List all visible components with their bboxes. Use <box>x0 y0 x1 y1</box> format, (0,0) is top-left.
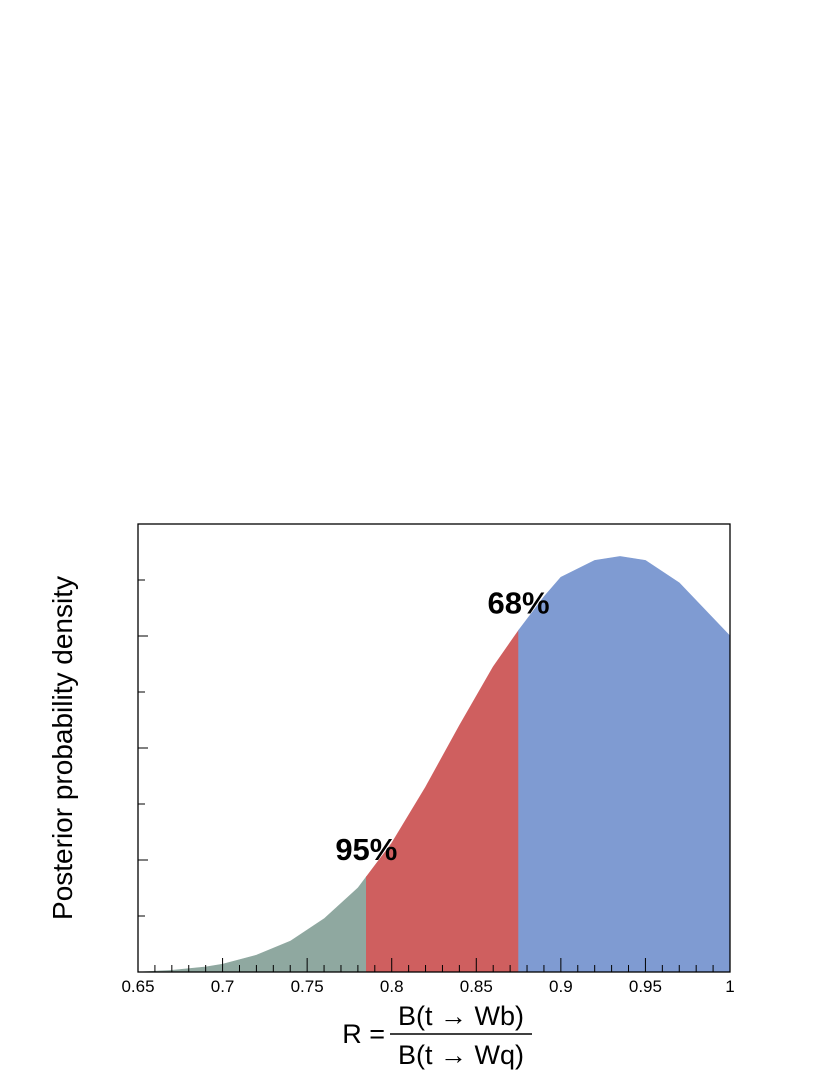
x-axis-tick-labels: 0.65 0.7 0.75 0.8 0.85 0.9 0.95 1 <box>121 977 734 996</box>
region-3 <box>518 556 731 973</box>
x-tick-label: 0.95 <box>629 977 662 996</box>
x-axis-label: R = B(t → Wb) B(t → Wq) <box>342 1001 532 1070</box>
annotation-95pct: 95% <box>335 832 397 867</box>
y-axis-ticks <box>138 579 148 917</box>
x-tick-label: 0.9 <box>549 977 573 996</box>
x-tick-label: 1 <box>725 977 734 996</box>
x-tick-label: 0.7 <box>211 977 235 996</box>
x-axis-label-numerator: B(t → Wb) <box>398 1001 524 1031</box>
x-axis-label-denominator: B(t → Wq) <box>398 1040 524 1070</box>
x-tick-label: 0.8 <box>380 977 404 996</box>
annotation-68pct: 68% <box>488 585 550 620</box>
region-1 <box>137 875 367 973</box>
y-axis-label: Posterior probability density <box>47 576 78 920</box>
x-tick-label: 0.65 <box>121 977 154 996</box>
x-tick-label: 0.75 <box>291 977 324 996</box>
interval-annotations: 95% 68% <box>335 585 549 866</box>
x-axis-label-lhs: R = <box>342 1019 385 1049</box>
x-axis-ticks <box>137 958 731 972</box>
region-2 <box>366 629 519 973</box>
x-tick-label: 0.85 <box>460 977 493 996</box>
shaded-regions <box>137 556 731 973</box>
